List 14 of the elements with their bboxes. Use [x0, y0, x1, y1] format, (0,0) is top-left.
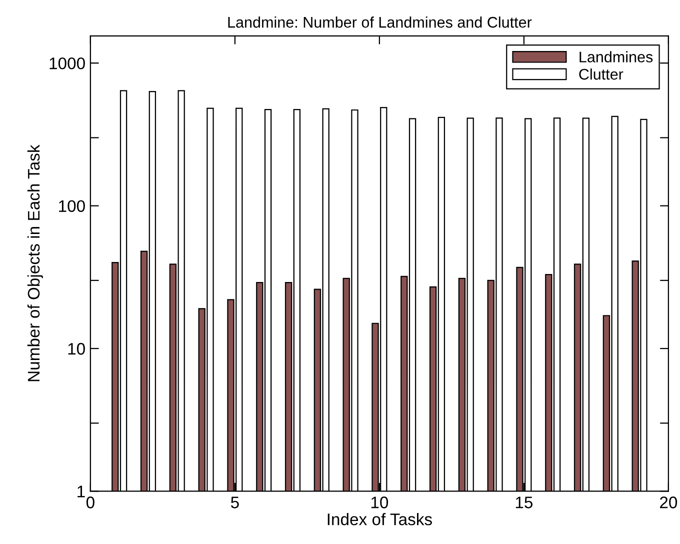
x-tick-label: 15 — [516, 496, 533, 508]
y-tick-label: 1 — [78, 486, 85, 498]
x-tick-label: 20 — [660, 496, 678, 508]
y-tick-label: 100 — [59, 200, 85, 212]
x-tick-label: 5 — [230, 496, 239, 508]
x-tick-label: 0 — [86, 496, 94, 508]
x-axis-title: Index of Tasks — [328, 513, 432, 526]
chart-title: Landmine: Number of Landmines and Clutter — [228, 16, 532, 28]
y-axis-title: Number of Objects in Each Task — [27, 144, 43, 382]
legend-label: Clutter — [579, 68, 624, 80]
x-tick-label: 10 — [371, 496, 388, 508]
y-tick-label: 1000 — [50, 57, 85, 70]
y-tick-label: 10 — [68, 342, 85, 355]
legend-label: Landmines — [580, 51, 653, 62]
